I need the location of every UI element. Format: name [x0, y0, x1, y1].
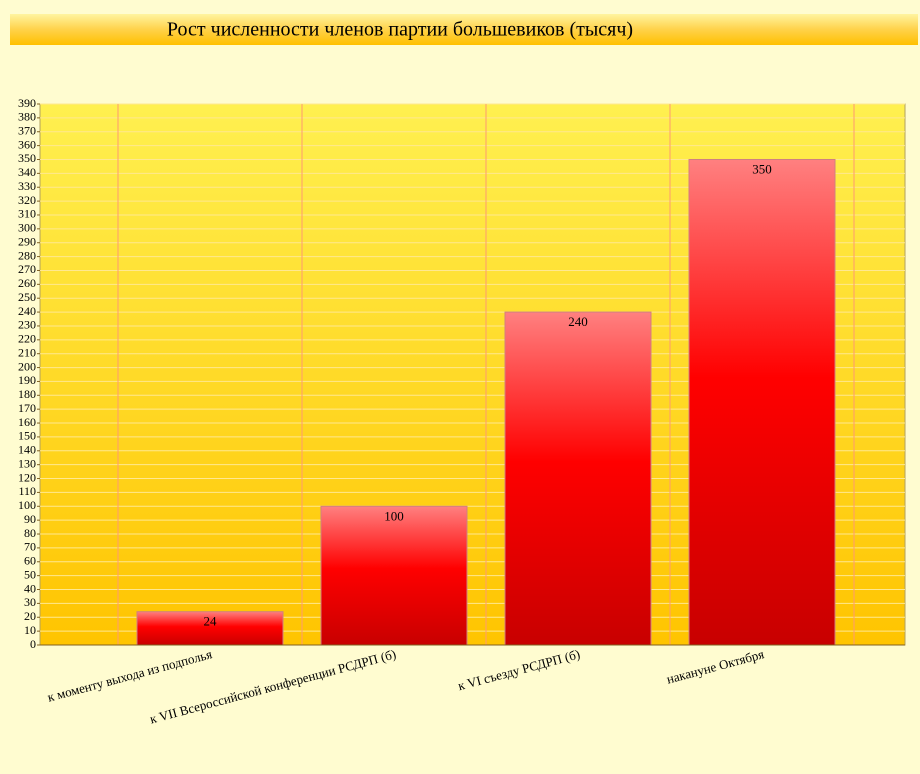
y-tick-label: 100: [18, 498, 36, 512]
y-tick-label: 110: [18, 484, 36, 498]
y-tick-label: 170: [18, 401, 36, 415]
title-bar: [10, 14, 918, 45]
y-tick-label: 30: [24, 595, 36, 609]
y-tick-label: 230: [18, 318, 36, 332]
y-tick-label: 80: [24, 526, 36, 540]
y-tick-label: 40: [24, 581, 36, 595]
x-tick-label: к VI съезду РСДРП (б): [456, 646, 581, 693]
y-tick-label: 270: [18, 262, 36, 276]
value-label: 350: [752, 161, 772, 176]
y-tick-label: 350: [18, 151, 36, 165]
y-tick-label: 0: [30, 637, 36, 651]
y-tick-label: 290: [18, 234, 36, 248]
y-tick-label: 340: [18, 165, 36, 179]
y-tick-label: 60: [24, 554, 36, 568]
y-tick-label: 120: [18, 470, 36, 484]
y-tick-label: 90: [24, 512, 36, 526]
y-tick-label: 370: [18, 123, 36, 137]
y-tick-label: 360: [18, 137, 36, 151]
x-tick-label: к моменту выхода из подполья: [46, 646, 214, 704]
y-tick-label: 280: [18, 248, 36, 262]
y-tick-label: 160: [18, 415, 36, 429]
y-tick-label: 390: [18, 96, 36, 110]
y-tick-label: 240: [18, 304, 36, 318]
bar: [320, 505, 468, 646]
y-tick-label: 210: [18, 345, 36, 359]
value-label: 24: [204, 614, 218, 629]
y-tick-label: 150: [18, 429, 36, 443]
y-tick-label: 220: [18, 332, 36, 346]
y-tick-label: 70: [24, 540, 36, 554]
chart-title: Рост численности членов партии большевик…: [167, 19, 633, 41]
bar: [688, 158, 836, 646]
y-tick-label: 10: [24, 623, 36, 637]
value-label: 240: [568, 314, 588, 329]
y-tick-label: 300: [18, 221, 36, 235]
y-tick-label: 330: [18, 179, 36, 193]
y-tick-label: 20: [24, 609, 36, 623]
y-tick-label: 140: [18, 443, 36, 457]
value-label: 100: [384, 508, 404, 523]
x-tick-label: накануне Октября: [665, 646, 766, 686]
y-tick-label: 310: [18, 207, 36, 221]
y-tick-label: 260: [18, 276, 36, 290]
y-tick-label: 250: [18, 290, 36, 304]
y-tick-label: 130: [18, 456, 36, 470]
y-tick-label: 380: [18, 110, 36, 124]
y-tick-label: 200: [18, 359, 36, 373]
y-tick-label: 50: [24, 567, 36, 581]
bar: [504, 311, 652, 646]
y-tick-label: 320: [18, 193, 36, 207]
y-tick-label: 190: [18, 373, 36, 387]
y-tick-label: 180: [18, 387, 36, 401]
bar: [136, 611, 284, 646]
